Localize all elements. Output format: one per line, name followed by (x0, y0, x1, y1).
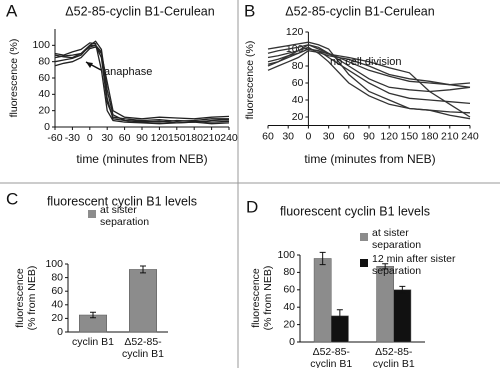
y-axis-label: (% from NEB) (262, 266, 274, 331)
panel-label: B (244, 1, 255, 20)
x-tick-label: 180 (421, 130, 439, 142)
x-tick-label: cyclin B1 (72, 336, 114, 348)
error-bar (140, 265, 146, 274)
trace (54, 42, 230, 125)
x-tick-label: Δ52-85- (375, 346, 413, 358)
x-tick-label: -30 (65, 132, 80, 144)
y-tick-label: 100 (277, 249, 295, 261)
y-tick-label: 60 (283, 284, 295, 296)
y-axis-label: fluorescence (14, 268, 26, 328)
legend-swatch (360, 259, 368, 267)
x-tick-label: 210 (441, 130, 459, 142)
y-axis-label: fluorescence (%) (8, 39, 20, 118)
legend-label-box: at sister separation (372, 227, 422, 251)
y-tick-label: 80 (292, 60, 304, 72)
y-tick-label: 120 (286, 26, 304, 38)
panel-label: A (6, 1, 18, 20)
x-tick-label: 30 (282, 130, 294, 142)
panel-label: D (246, 197, 258, 216)
x-tick-label: 180 (185, 132, 203, 144)
legend-label-box: 12 min after sister separation (372, 253, 456, 277)
y-tick-label: 0 (57, 326, 63, 338)
chart-title: Δ52-85-cyclin B1-Cerulean (285, 4, 434, 18)
y-tick-label: 40 (51, 299, 63, 311)
y-tick-label: 40 (292, 94, 304, 106)
y-tick-label: 20 (51, 312, 63, 324)
x-tick-label: 30 (101, 132, 113, 144)
x-tick-label: Δ52-85- (124, 336, 162, 348)
x-tick-label: 60 (343, 130, 355, 142)
bar (129, 269, 157, 333)
legend-label: at sister separation (100, 204, 150, 228)
x-tick-label: 240 (220, 132, 238, 144)
trace (267, 44, 471, 93)
trace (267, 48, 471, 118)
x-axis-label: time (minutes from NEB) (76, 152, 207, 166)
y-tick-label: 40 (38, 88, 50, 100)
error-bar (319, 251, 326, 266)
legend-label-box: at sister separation (100, 204, 150, 228)
x-axis-label: time (minutes from NEB) (304, 152, 435, 166)
y-axis-label: fluorescence (%) (244, 41, 256, 120)
x-tick-label: 120 (151, 132, 169, 144)
bar (313, 258, 332, 343)
x-tick-label: -60 (47, 132, 62, 144)
y-tick-label: 60 (292, 77, 304, 89)
panel-label: C (6, 189, 18, 208)
error-bar (90, 311, 96, 319)
error-bar (399, 285, 406, 294)
y-tick-label: 40 (283, 301, 295, 313)
x-tick-label: 0 (87, 132, 93, 144)
error-bar (382, 263, 389, 270)
x-tick-label: 150 (168, 132, 186, 144)
x-tick-label: 30 (323, 130, 335, 142)
y-tick-label: 80 (38, 55, 50, 67)
y-tick-label: 80 (283, 266, 295, 278)
legend-swatch (88, 210, 96, 218)
x-tick-label: 240 (461, 130, 479, 142)
trace (267, 46, 471, 120)
y-tick-label: 0 (44, 121, 50, 133)
x-tick-label: 0 (305, 130, 311, 142)
x-tick-label: 90 (136, 132, 148, 144)
x-tick-label: 150 (401, 130, 419, 142)
chart-title: fluorescent cyclin B1 levels (47, 194, 197, 208)
x-tick-label: 120 (380, 130, 398, 142)
y-tick-label: 0 (289, 336, 295, 348)
legend-label: 12 min after sister separation (372, 253, 456, 277)
chart-title: fluorescent cyclin B1 levels (280, 204, 430, 218)
bar (393, 289, 412, 343)
trace (267, 48, 471, 105)
y-tick-label: 60 (38, 72, 50, 84)
x-tick-label: 60 (119, 132, 131, 144)
y-tick-label: 20 (283, 318, 295, 330)
x-tick-label: 90 (363, 130, 375, 142)
x-tick-label: 210 (203, 132, 221, 144)
legend-label: at sister separation (372, 227, 422, 251)
y-tick-label: 20 (292, 111, 304, 123)
x-tick-label: cyclin B1 (122, 348, 164, 360)
chart-title: Δ52-85-cyclin B1-Cerulean (65, 4, 214, 18)
y-tick-label: 100 (45, 258, 63, 270)
y-tick-label: 100 (32, 39, 50, 51)
y-tick-label: 80 (51, 271, 63, 283)
annotation: no cell division (330, 56, 402, 68)
error-bar (336, 309, 343, 323)
x-tick-label: cyclin B1 (310, 358, 352, 368)
y-tick-label: 60 (51, 285, 63, 297)
y-tick-label: 20 (38, 104, 50, 116)
trace (267, 50, 471, 88)
x-tick-label: cyclin B1 (373, 358, 415, 368)
y-axis-label: fluorescence (250, 268, 262, 328)
x-tick-label: Δ52-85- (313, 346, 351, 358)
y-axis-label: (% from NEB) (26, 266, 38, 331)
annotation: anaphase (104, 66, 152, 78)
trace (54, 46, 230, 120)
legend-swatch (360, 233, 368, 241)
arrow-head (86, 62, 93, 68)
x-tick-label: 60 (262, 130, 274, 142)
trace (54, 44, 230, 123)
